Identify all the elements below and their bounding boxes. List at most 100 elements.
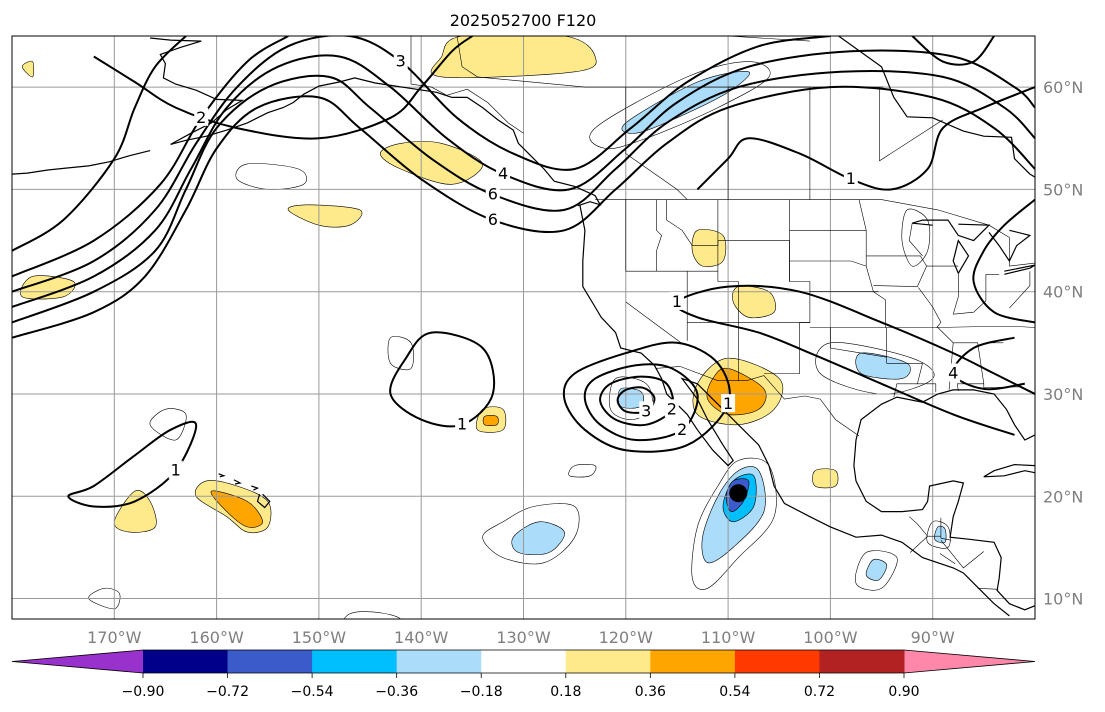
coastline [853,389,1035,611]
shaded-area [287,204,363,228]
border-line [410,83,524,134]
border-line [940,517,952,541]
chart-title: 2025052700 F120 [450,11,597,30]
contour-label-bg [393,51,408,70]
shaded-area [343,611,402,619]
border-line [936,326,1035,328]
lat-tick-label: 40°N [1043,283,1083,302]
contour-label: 3 [396,52,406,71]
coastline [837,36,1035,178]
colorbar-tick-label: −0.72 [206,684,249,700]
contour-label: 1 [171,461,181,480]
border-line [953,274,987,315]
lon-tick-label: 140°W [394,628,449,647]
colorbar-tick-label: 0.36 [635,684,666,700]
coastline [988,229,1032,263]
center-marker [729,484,748,503]
lon-tick-label: 90°W [911,628,955,647]
contour-line [972,198,1035,324]
contour-label-bg [194,107,209,126]
contour-label-bg [639,401,654,420]
border-line [595,199,1035,267]
shaded-area [511,521,565,556]
shaded-fields [20,36,951,619]
contour-line [696,86,1035,191]
contour-line [389,331,496,428]
contour-line [12,85,1035,339]
shaded-area [855,352,911,380]
border-line [456,36,626,88]
coastline [952,239,970,274]
contour-line [12,36,289,278]
colorbar-segment [734,650,820,673]
border-line [952,273,959,315]
border-line [655,366,860,437]
contour-label: 1 [846,169,856,188]
contour-label: 2 [667,399,677,418]
contour-line [562,341,731,453]
colorbar: −0.90 −0.72 −0.54 −0.36 −0.18 0.18 0.36 0.54 0.7… [11,649,1036,700]
contour-label-bg [496,164,511,183]
coastline [218,473,226,478]
contour-line [12,70,1035,324]
colorbar-segment [565,650,651,673]
colorbar-tick-label: 0.18 [550,684,581,700]
shaded-area [113,490,157,533]
coastline [251,485,260,491]
lat-tick-label: 60°N [1043,78,1083,97]
shaded-area [865,558,888,581]
border-line [625,87,688,200]
contour-label: 4 [948,364,958,383]
shaded-area [732,285,776,319]
border-line [858,199,874,292]
contour-label: 1 [723,394,733,413]
contour-label-bg [485,210,500,229]
border-line [656,199,662,272]
colorbar-tick-label: −0.18 [460,684,503,700]
border-line [908,223,923,257]
contour-label-bg [669,291,684,310]
colorbar-tick-label: −0.36 [375,684,418,700]
border-line [789,260,867,267]
contour-label-bg [455,414,470,433]
shaded-area [210,490,263,528]
contour-label-bg [675,419,690,438]
shaded-area [430,36,597,78]
colorbar-segment [143,650,229,673]
contour-label: 1 [457,415,467,434]
contour-label: 6 [488,210,498,229]
colorbar-tick-label: −0.54 [291,684,334,700]
contour-label-bg [168,460,183,479]
lat-tick-label: 50°N [1043,180,1083,199]
coastline [983,463,1035,478]
colorbar-segment [819,650,905,673]
axis-labels: 170°W 160°W 150°W 140°W 130°W 120°W 110°W 100°W… [87,78,1083,647]
colorbar-segment [312,650,398,673]
shaded-area [482,415,499,426]
contour-label: 3 [641,401,651,420]
border-line [1009,271,1031,309]
contour-label-bg [843,169,858,188]
shaded-area [21,60,35,78]
coastline [579,204,1010,617]
contour-line [599,375,675,427]
border-line [916,383,937,392]
map-frame [11,35,1036,620]
shaded-area [901,208,931,267]
contour-label: 2 [196,108,206,127]
colorbar-tick-label: 0.72 [804,684,835,700]
lat-tick-label: 10°N [1043,590,1083,609]
border-line [625,301,682,344]
coastline [1004,264,1035,275]
colorbar-segment [481,650,567,673]
contour-line [12,49,1035,308]
border-line [886,327,923,398]
contour-line [12,36,187,252]
border-line [830,327,887,358]
border-line [909,516,929,553]
gridlines [12,36,1035,619]
lon-tick-label: 120°W [599,628,654,647]
border-line [940,540,984,569]
contour-label: 6 [488,185,498,204]
